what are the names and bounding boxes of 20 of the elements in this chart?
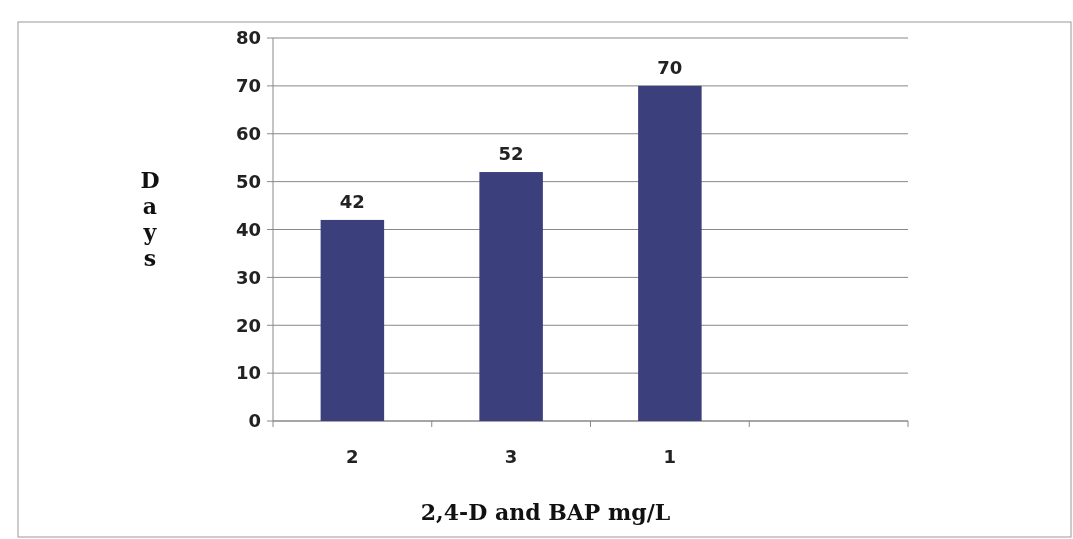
x-axis-title: 2,4-D and BAP mg/L: [420, 499, 671, 525]
x-tick-label: 2: [346, 446, 359, 467]
y-tick-label: 30: [235, 266, 261, 288]
y-tick-label: 10: [235, 362, 261, 384]
x-tick-label: 3: [504, 446, 518, 467]
data-label: 42: [339, 190, 365, 212]
data-label: 52: [498, 143, 524, 165]
y-tick-label: 50: [235, 170, 261, 192]
y-tick-label: 80: [235, 27, 261, 49]
y-tick-label: 70: [235, 75, 261, 97]
x-tick-label: 1: [663, 446, 677, 467]
y-tick-label: 60: [235, 123, 261, 145]
y-tick-label: 40: [235, 218, 261, 240]
bar: [479, 172, 543, 421]
y-axis-title: Days: [140, 167, 160, 271]
bar: [638, 85, 702, 421]
y-tick-label: 20: [235, 314, 261, 336]
y-tick-label: 0: [248, 410, 261, 432]
data-label: 70: [657, 56, 683, 78]
bar: [320, 219, 385, 421]
